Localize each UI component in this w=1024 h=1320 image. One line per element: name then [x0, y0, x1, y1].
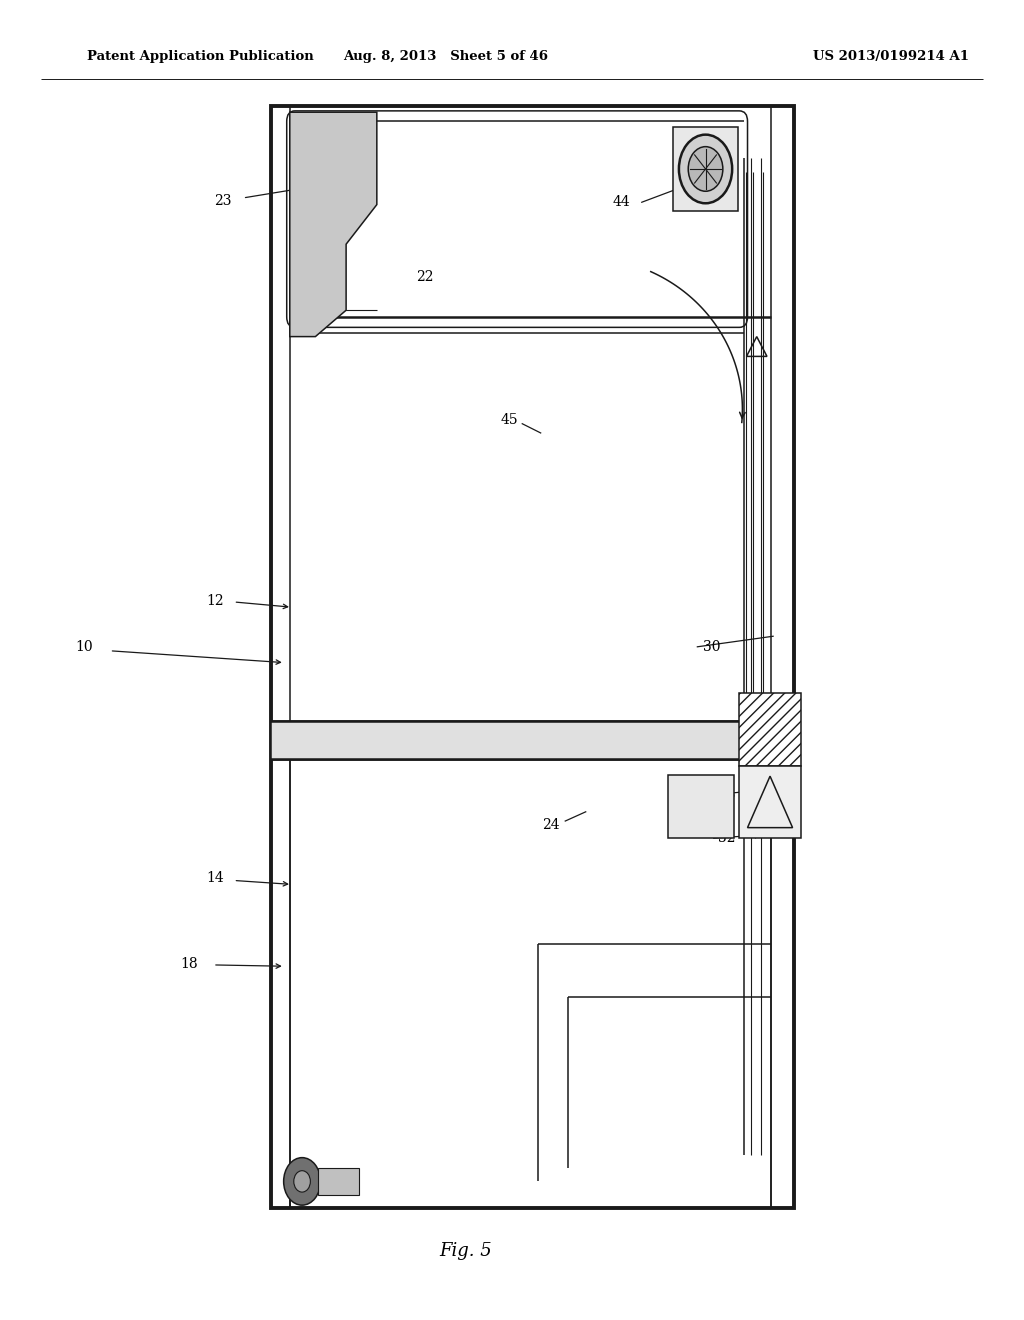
- Text: 12: 12: [206, 594, 224, 607]
- Text: 44: 44: [612, 195, 631, 209]
- Text: 18: 18: [180, 957, 199, 970]
- Text: Patent Application Publication: Patent Application Publication: [87, 50, 313, 63]
- Text: 24: 24: [542, 818, 560, 832]
- Text: US 2013/0199214 A1: US 2013/0199214 A1: [813, 50, 969, 63]
- Text: 10: 10: [75, 640, 93, 653]
- Bar: [318, 1168, 359, 1195]
- Circle shape: [284, 1158, 321, 1205]
- Text: Fig. 5: Fig. 5: [439, 1242, 493, 1261]
- Polygon shape: [290, 112, 377, 337]
- Text: 22: 22: [416, 271, 434, 284]
- Text: 45: 45: [500, 413, 518, 426]
- Bar: [668, 775, 734, 838]
- Bar: [739, 766, 801, 838]
- Text: Aug. 8, 2013   Sheet 5 of 46: Aug. 8, 2013 Sheet 5 of 46: [343, 50, 548, 63]
- Text: 32: 32: [718, 832, 736, 845]
- Circle shape: [688, 147, 723, 191]
- Bar: [673, 127, 738, 211]
- Text: 23: 23: [214, 194, 232, 207]
- Circle shape: [294, 1171, 310, 1192]
- Text: 14: 14: [206, 871, 224, 884]
- Bar: [271, 106, 794, 1208]
- Text: 35: 35: [718, 788, 736, 801]
- Bar: [271, 722, 794, 759]
- Text: 30: 30: [702, 640, 721, 653]
- Circle shape: [679, 135, 732, 203]
- Bar: [739, 693, 801, 766]
